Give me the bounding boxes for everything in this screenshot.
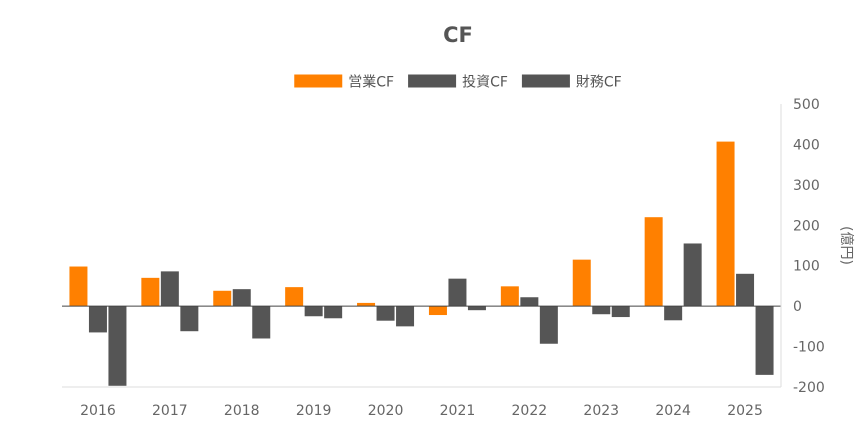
x-tick-label: 2025 xyxy=(727,403,763,419)
bar-2024-series-2 xyxy=(664,306,683,321)
bar-2021-series-3 xyxy=(467,306,486,311)
bar-2018-series-3 xyxy=(252,306,271,339)
x-tick-labels: 2016 2017 2018 2019 2020 2021 2022 2023 2024 2025 xyxy=(80,403,763,419)
bar-2023-series-3 xyxy=(611,306,630,318)
bar-2019-series-3 xyxy=(324,306,343,319)
y-tick-label: -100 xyxy=(793,340,825,356)
y-tick-label: -200 xyxy=(793,380,825,396)
x-tick-label: 2018 xyxy=(224,403,260,419)
x-tick-label: 2024 xyxy=(655,403,691,419)
bar-2022-series-1 xyxy=(500,286,519,307)
legend-label-series-2: 投資CF xyxy=(462,75,508,91)
bar-2025-series-2 xyxy=(736,273,755,307)
bar-2017-series-3 xyxy=(180,306,199,332)
bar-2017-series-1 xyxy=(141,277,160,307)
x-tick-label: 2017 xyxy=(152,403,188,419)
legend-swatch-series-1 xyxy=(294,74,343,88)
bar-2017-series-2 xyxy=(160,271,179,307)
y-tick-label: 400 xyxy=(793,137,820,153)
bars-group xyxy=(69,141,774,386)
legend-swatch-series-3 xyxy=(521,74,570,88)
bar-2020-series-3 xyxy=(396,306,415,327)
bar-2016-series-3 xyxy=(108,306,127,386)
x-tick-label: 2021 xyxy=(440,403,476,419)
bar-2022-series-2 xyxy=(520,297,539,307)
x-tick-label: 2016 xyxy=(80,403,116,419)
bar-2025-series-3 xyxy=(755,306,774,375)
y-axis-label: (億円) xyxy=(838,226,854,265)
y-tick-labels: 500 400 300 200 100 0 -100 -200 xyxy=(793,97,825,396)
x-tick-label: 2022 xyxy=(512,403,548,419)
x-tick-label: 2020 xyxy=(368,403,404,419)
y-tick-label: 100 xyxy=(793,259,820,275)
bar-2021-series-1 xyxy=(428,306,447,316)
y-tick-label: 500 xyxy=(793,97,820,113)
chart-title: CF xyxy=(443,23,473,47)
bar-2016-series-2 xyxy=(88,306,107,333)
x-tick-label: 2019 xyxy=(296,403,332,419)
bar-2016-series-1 xyxy=(69,266,88,307)
bar-2023-series-2 xyxy=(592,306,611,315)
y-tick-label: 0 xyxy=(793,299,802,315)
bar-2025-series-1 xyxy=(716,141,735,307)
bar-2018-series-1 xyxy=(213,290,232,307)
legend: 営業CF 投資CF 財務CF xyxy=(294,74,622,91)
bar-2024-series-1 xyxy=(644,217,663,307)
bar-2020-series-2 xyxy=(376,306,395,321)
bar-2019-series-2 xyxy=(304,306,323,317)
x-tick-label: 2023 xyxy=(583,403,619,419)
legend-label-series-3: 財務CF xyxy=(576,75,622,91)
y-tick-label: 300 xyxy=(793,178,820,194)
y-tick-label: 200 xyxy=(793,218,820,234)
bar-2018-series-2 xyxy=(232,289,251,307)
legend-swatch-series-2 xyxy=(408,74,457,88)
bar-2021-series-2 xyxy=(448,278,467,307)
bar-2023-series-1 xyxy=(572,259,591,307)
bar-2022-series-3 xyxy=(539,306,558,344)
bar-2019-series-1 xyxy=(285,287,304,307)
bar-2020-series-1 xyxy=(357,302,376,307)
legend-label-series-1: 営業CF xyxy=(348,75,394,91)
bar-2024-series-3 xyxy=(683,243,702,307)
